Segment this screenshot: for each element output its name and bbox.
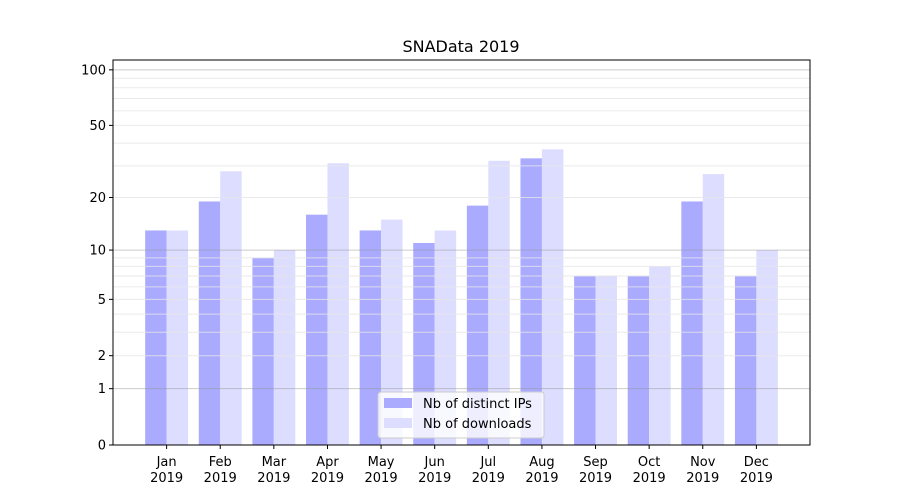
bar-downloads [166,230,189,445]
x-tick-label: 2019 [740,471,773,486]
bar-distinct-ips [574,275,596,445]
x-tick-label: Jan [156,455,177,470]
x-tick-label: 2019 [418,471,451,486]
bar-downloads [488,160,510,445]
bar-downloads [595,275,617,445]
bar-downloads [327,163,349,445]
y-tick-label: 10 [89,244,106,259]
bar-distinct-ips [252,257,274,445]
x-tick-label: 2019 [579,471,612,486]
x-tick-label: Apr [316,455,339,470]
bar-downloads [541,149,564,445]
x-tick-label: Dec [744,455,769,470]
bar-distinct-ips [734,275,757,445]
y-tick-label: 5 [98,293,106,308]
bar-downloads [756,250,778,445]
bar-distinct-ips [306,214,328,445]
y-tick-label: 100 [81,63,106,78]
y-tick-label: 2 [98,349,106,364]
bar-distinct-ips [466,205,489,445]
x-tick-label: Jul [479,455,496,470]
legend-swatch [384,398,412,408]
bar-distinct-ips [520,158,542,445]
x-tick-label: 2019 [686,471,719,486]
legend-box [377,391,545,439]
y-tick-label: 0 [98,439,106,454]
x-tick-label: 2019 [472,471,505,486]
x-tick-label: May [368,455,395,470]
x-tick-label: Mar [262,455,287,470]
x-tick-label: Feb [209,455,232,470]
y-tick-label: 1 [98,382,106,397]
y-tick-label: 50 [89,119,106,134]
x-tick-label: 2019 [257,471,290,486]
y-tick-label: 20 [89,191,106,206]
bar-distinct-ips [145,230,167,445]
bar-distinct-ips [198,201,221,445]
bar-distinct-ips [681,201,703,445]
plot-area-frame [112,59,811,446]
legend-label: Nb of distinct IPs [423,397,532,412]
bar-distinct-ips [359,230,382,445]
x-tick-label: 2019 [633,471,666,486]
bar-downloads [702,174,725,445]
x-tick-label: 2019 [365,471,398,486]
bar-downloads [434,230,457,445]
x-tick-label: Sep [583,455,608,470]
bar-downloads [273,250,296,445]
chart-title: SNAData 2019 [402,37,519,56]
legend: Nb of distinct IPs Nb of downloads [377,391,545,439]
x-tick-label: Jun [424,455,445,470]
bar-distinct-ips [627,275,650,445]
x-tick-label: Oct [638,455,660,470]
bar-downloads [220,171,242,445]
x-tick-label: Nov [690,455,716,470]
x-tick-label: 2019 [525,471,558,486]
legend-label: Nb of downloads [423,417,532,432]
x-tick-label: Aug [529,455,554,470]
legend-swatch [384,418,412,428]
x-tick-label: 2019 [150,471,183,486]
x-tick-label: 2019 [204,471,237,486]
x-tick-label: 2019 [311,471,344,486]
